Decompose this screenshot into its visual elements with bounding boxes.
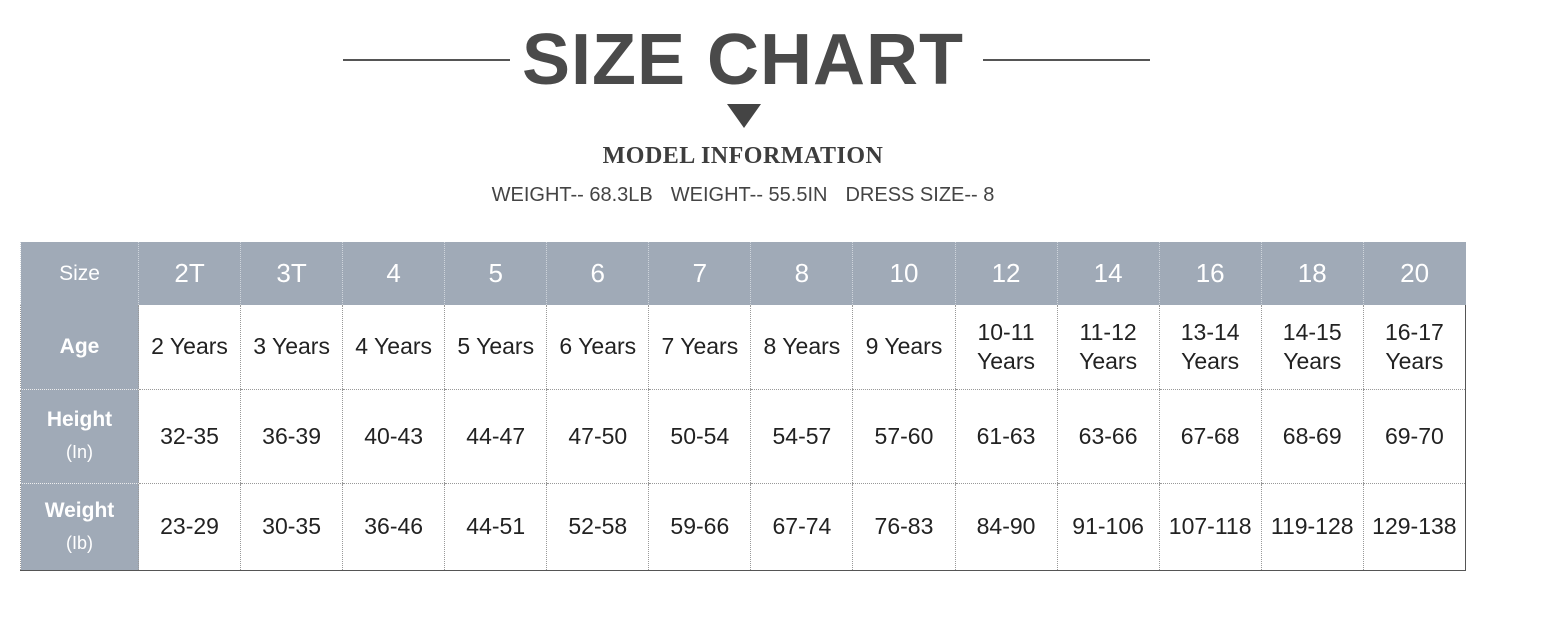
table-row: Height (In) 32-35 36-39 40-43 44-47 47-50 50-54… bbox=[20, 389, 1467, 484]
row-label: Age bbox=[20, 305, 139, 390]
table-cell: 57-60 bbox=[852, 389, 955, 484]
arrow bbox=[727, 104, 761, 128]
size-header: 18 bbox=[1260, 242, 1364, 305]
table-cell: 107-118 bbox=[1158, 483, 1262, 571]
table-cell: 23-29 bbox=[137, 483, 241, 571]
table-cell: 5 Years bbox=[444, 305, 547, 390]
table-cell: 67-74 bbox=[750, 483, 853, 571]
table-cell: 4 Years bbox=[342, 305, 445, 390]
table-cell: 14-15 Years bbox=[1260, 305, 1364, 390]
model-info-item: WEIGHT-- 68.3LB bbox=[491, 184, 653, 206]
table-cell: 69-70 bbox=[1362, 389, 1467, 484]
table-cell: 3 Years bbox=[240, 305, 343, 390]
size-header: 16 bbox=[1158, 242, 1262, 305]
table-cell: 8 Years bbox=[750, 305, 853, 390]
table-cell: 7 Years bbox=[648, 305, 751, 390]
size-table: Size 2T 3T 4 5 6 7 8 10 12 14 16 18 20 Age 2 Years 3 Ye… bbox=[20, 242, 1467, 571]
table-cell: 36-39 bbox=[240, 389, 343, 484]
table-cell: 119-128 bbox=[1260, 483, 1364, 571]
table-cell: 129-138 bbox=[1362, 483, 1467, 571]
row-label: Height (In) bbox=[20, 389, 139, 484]
size-header: 6 bbox=[546, 242, 649, 305]
title: SIZE CHART bbox=[522, 20, 964, 100]
table-cell: 68-69 bbox=[1260, 389, 1364, 484]
table-cell: 61-63 bbox=[954, 389, 1058, 484]
table-cell: 47-50 bbox=[546, 389, 649, 484]
row-label-text: Weight bbox=[44, 498, 115, 522]
table-cell: 9 Years bbox=[852, 305, 955, 390]
title-rule bbox=[983, 59, 1150, 61]
row-unit: (In) bbox=[66, 442, 93, 462]
table-row: Age 2 Years 3 Years 4 Years 5 Years 6 Years 7 … bbox=[20, 305, 1467, 390]
row-label-text: Height bbox=[46, 408, 113, 431]
table-cell: 52-58 bbox=[546, 483, 649, 571]
row-label: Weight (Ib) bbox=[20, 483, 139, 571]
table-cell: 16-17 Years bbox=[1362, 305, 1467, 390]
table-cell: 59-66 bbox=[648, 483, 751, 571]
table-cell: 63-66 bbox=[1056, 389, 1160, 484]
table-cell: 67-68 bbox=[1158, 389, 1262, 484]
table-cell: 30-35 bbox=[240, 483, 343, 571]
table-cell: 76-83 bbox=[852, 483, 955, 571]
size-header: 14 bbox=[1056, 242, 1160, 305]
size-header: 7 bbox=[648, 242, 751, 305]
size-header: 10 bbox=[852, 242, 955, 305]
size-header: 4 bbox=[342, 242, 445, 305]
table-cell: 32-35 bbox=[137, 389, 241, 484]
table-cell: 44-47 bbox=[444, 389, 547, 484]
size-header: 8 bbox=[750, 242, 853, 305]
table-cell: 44-51 bbox=[444, 483, 547, 571]
row-unit: (Ib) bbox=[66, 532, 93, 553]
size-header: 5 bbox=[444, 242, 547, 305]
table-cell: 91-106 bbox=[1056, 483, 1160, 571]
table-cell: 11-12 Years bbox=[1056, 305, 1160, 390]
table-cell: 54-57 bbox=[750, 389, 853, 484]
table-cell: 50-54 bbox=[648, 389, 751, 484]
table-cell: 13-14 Years bbox=[1158, 305, 1262, 390]
size-header: 20 bbox=[1362, 242, 1466, 305]
table-cell: 40-43 bbox=[342, 389, 445, 484]
header-label: Size bbox=[20, 242, 139, 305]
model-info-item: DRESS SIZE-- 8 bbox=[845, 184, 995, 206]
subtitle: MODEL INFORMATION bbox=[602, 143, 884, 169]
model-info-item: WEIGHT-- 55.5IN bbox=[670, 184, 828, 206]
header-row: Size 2T 3T 4 5 6 7 8 10 12 14 16 18 20 bbox=[20, 242, 1466, 305]
table-row: Weight (Ib) 23-29 30-35 36-46 44-51 52-58 59-66… bbox=[20, 483, 1467, 571]
size-header: 3T bbox=[240, 242, 343, 305]
title-rule bbox=[343, 59, 510, 61]
table-cell: 6 Years bbox=[546, 305, 649, 390]
row-label-text: Age bbox=[59, 335, 100, 359]
size-header: 12 bbox=[954, 242, 1058, 305]
model-info: WEIGHT-- 68.3LB WEIGHT-- 55.5IN DRESS SIZE… bbox=[0, 184, 1486, 207]
size-header: 2T bbox=[137, 242, 241, 305]
table-cell: 2 Years bbox=[137, 305, 241, 390]
table-cell: 36-46 bbox=[342, 483, 445, 571]
table-cell: 10-11 Years bbox=[954, 305, 1058, 390]
table-cell: 84-90 bbox=[954, 483, 1058, 571]
